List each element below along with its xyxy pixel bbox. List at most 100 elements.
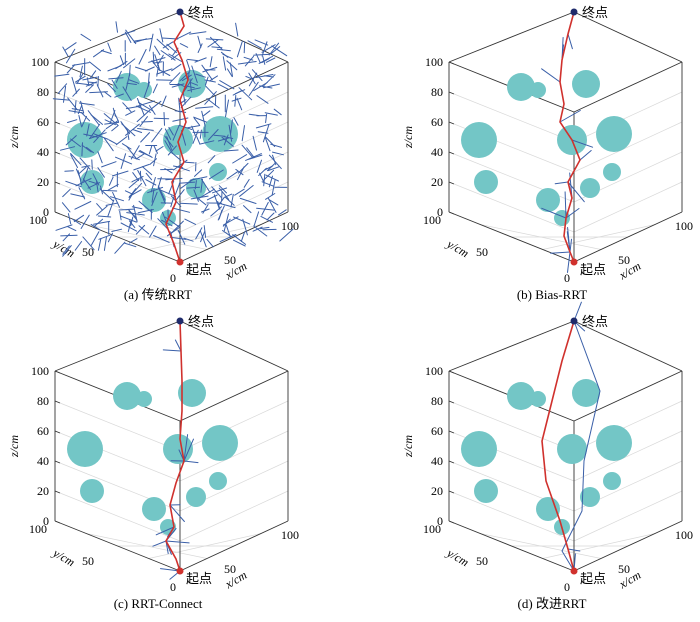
tree-edge — [133, 173, 139, 181]
tree-edge — [266, 194, 275, 200]
tree-edge — [223, 54, 232, 58]
obstacle-sphere — [580, 178, 600, 198]
tree-edge — [102, 162, 116, 167]
tree-edge — [188, 59, 198, 60]
z-tick — [449, 431, 454, 433]
tree-edge — [175, 182, 181, 197]
tree-edge — [257, 96, 268, 104]
tree-edge — [139, 50, 146, 65]
tree-edge — [101, 51, 111, 54]
tree-edge — [157, 55, 163, 65]
goal-marker — [571, 9, 578, 16]
obstacle-sphere — [474, 170, 498, 194]
obstacle-sphere — [202, 425, 238, 461]
obstacle-sphere — [136, 391, 152, 407]
tree-edge — [262, 45, 275, 53]
tree-edge — [192, 126, 196, 135]
tree-edge — [69, 111, 84, 114]
z-tick-label: 80 — [431, 85, 443, 99]
obstacle-sphere — [163, 434, 193, 464]
obstacle-sphere — [209, 163, 227, 181]
tree-edge — [76, 83, 93, 85]
panel-caption: (d) 改进RRT — [518, 596, 587, 611]
z-tick-label: 100 — [425, 55, 443, 69]
x-tick-label: 100 — [675, 528, 693, 542]
tree-edge — [116, 22, 118, 32]
tree-edge — [91, 232, 99, 246]
z-axis-label: z/cm — [401, 126, 415, 149]
z-tick-label: 80 — [431, 394, 443, 408]
tree-edge — [90, 62, 101, 71]
tree-edge — [98, 77, 99, 87]
tree-edge — [207, 239, 213, 246]
z-tick — [449, 152, 454, 154]
tree-edge — [223, 57, 225, 70]
tree-edge — [97, 204, 103, 211]
tree-edge — [172, 64, 181, 70]
tree-edge — [94, 50, 104, 57]
z-axis-label: z/cm — [7, 435, 21, 458]
obstacle-sphere — [596, 116, 632, 152]
tree-edge — [205, 77, 208, 85]
tree-edge — [75, 202, 91, 210]
tree-edge — [68, 120, 77, 123]
tree-edge — [247, 148, 255, 158]
obstacle-sphere — [603, 163, 621, 181]
z-tick-label: 80 — [37, 85, 49, 99]
tree-edge — [264, 76, 273, 77]
z-axis-label: z/cm — [401, 435, 415, 458]
tree-edge — [98, 239, 101, 251]
z-tick — [55, 401, 60, 403]
tree-edge — [91, 115, 103, 125]
tree-edge — [150, 159, 156, 165]
tree-edge — [109, 140, 116, 144]
tree-edge — [172, 208, 189, 212]
obstacle-sphere — [461, 122, 497, 158]
z-tick — [55, 122, 60, 124]
z-tick-label: 60 — [431, 424, 443, 438]
tree-edge — [133, 130, 142, 133]
panel-caption: (a) 传统RRT — [124, 287, 192, 302]
tree-edge — [551, 252, 570, 253]
tree-edge — [67, 65, 75, 73]
tree-edge — [217, 49, 230, 51]
y-tick-label: 50 — [476, 554, 488, 568]
tree-edge — [180, 44, 187, 48]
start-marker — [571, 568, 578, 575]
z-tick — [449, 371, 454, 373]
tree-edge — [196, 107, 213, 108]
tree-edge — [234, 217, 250, 224]
tree-edge — [214, 195, 219, 208]
tree-edge — [568, 34, 572, 49]
z-tick — [55, 461, 60, 463]
tree-edge — [166, 541, 189, 543]
tree-edge — [113, 171, 129, 176]
tree-edge — [163, 350, 181, 351]
z-tick — [449, 212, 454, 214]
obstacle-sphere — [186, 487, 206, 507]
tree-edge — [137, 110, 150, 122]
tree-edge — [141, 133, 150, 142]
tree-edge — [246, 154, 262, 161]
tree-edge — [127, 146, 136, 158]
x-tick-label: 100 — [281, 219, 299, 233]
y-axis-label: y/cm — [444, 545, 472, 569]
tree-edge — [98, 152, 102, 163]
z-tick — [55, 212, 60, 214]
tree-edge — [160, 29, 163, 42]
tree-edge — [236, 23, 238, 36]
z-tick-label: 40 — [431, 454, 443, 468]
tree-edge — [272, 180, 275, 195]
tree-edge — [123, 103, 131, 112]
obstacle-sphere — [142, 497, 166, 521]
tree-edge — [121, 122, 130, 134]
tree-edge — [164, 113, 165, 126]
tree-edge — [242, 126, 244, 141]
tree-edge — [53, 99, 69, 100]
tree-edge — [108, 43, 111, 51]
y-tick-label: 0 — [564, 580, 570, 594]
z-axis-label: z/cm — [7, 126, 21, 149]
tree-edge — [205, 92, 217, 105]
tree-edge — [122, 144, 131, 149]
